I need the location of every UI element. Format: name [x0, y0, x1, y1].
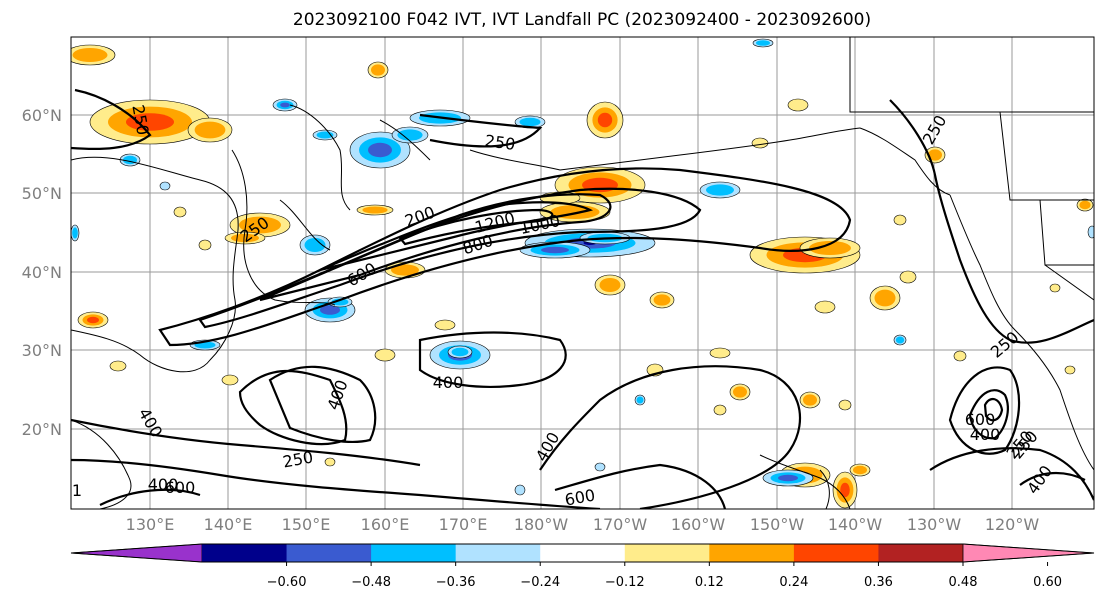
- contour-label: 1: [72, 481, 82, 500]
- lon-tick-label: 140°E: [204, 515, 253, 534]
- colorbar-tick-label: 0.60: [1033, 575, 1062, 590]
- colorbar-tick-label: 0.24: [779, 575, 808, 590]
- colorbar-tick-label: −0.60: [267, 575, 307, 590]
- lat-tick-label: 50°N: [22, 184, 62, 203]
- longitude-ticks: 130°E 140°E 150°E 160°E 170°E 180°W 170°W 160°W…: [126, 515, 1040, 534]
- colorbar-segment: [371, 544, 457, 562]
- colorbar-segment: [624, 544, 710, 562]
- colorbar: [70, 543, 1095, 563]
- lon-tick-label: 140°W: [828, 515, 883, 534]
- contour-label: 600: [165, 478, 196, 497]
- contour-label: 400: [433, 373, 464, 392]
- figure-title: 2023092100 F042 IVT, IVT Landfall PC (20…: [293, 10, 871, 30]
- contour-label: 400: [970, 425, 1001, 444]
- pc-shading: [71, 38, 1094, 509]
- coastlines: [71, 37, 1094, 509]
- lat-tick-label: 20°N: [22, 420, 62, 439]
- lon-tick-label: 120°W: [985, 515, 1040, 534]
- lat-tick-label: 40°N: [22, 263, 62, 282]
- colorbar-tick-label: −0.48: [351, 575, 391, 590]
- colorbar-segment: [878, 544, 964, 562]
- colorbar-tick-label: 0.12: [695, 575, 724, 590]
- latitude-ticks: 60°N 50°N 40°N 30°N 20°N: [22, 106, 62, 439]
- lon-tick-label: 150°E: [282, 515, 331, 534]
- contour-label: 600: [563, 485, 596, 509]
- map-frame: [70, 36, 1095, 510]
- colorbar-segment: [202, 544, 288, 562]
- lon-tick-label: 130°W: [907, 515, 962, 534]
- contour-label: 400: [148, 475, 179, 494]
- lat-tick-label: 30°N: [22, 341, 62, 360]
- colorbar-ticks: −0.60 −0.48 −0.36 −0.24 −0.12 0.12 0.24 0.36 0.4…: [267, 562, 1062, 590]
- lon-tick-label: 160°E: [361, 515, 410, 534]
- lon-tick-label: 160°W: [671, 515, 726, 534]
- lon-tick-label: 170°W: [593, 515, 648, 534]
- colorbar-tick-label: 0.48: [949, 575, 978, 590]
- lon-tick-label: 130°E: [126, 515, 175, 534]
- lon-tick-label: 150°W: [750, 515, 805, 534]
- colorbar-segment: [709, 544, 795, 562]
- colorbar-segment: [286, 544, 372, 562]
- lat-tick-label: 60°N: [22, 106, 62, 125]
- colorbar-segment: [793, 544, 879, 562]
- colorbar-tick-label: 0.36: [864, 575, 893, 590]
- colorbar-tick-label: −0.12: [605, 575, 645, 590]
- colorbar-max-extend: [962, 543, 1095, 563]
- contour-label: 600: [965, 410, 996, 429]
- colorbar-tick-label: −0.24: [520, 575, 560, 590]
- ivt-contours: [71, 88, 1094, 509]
- colorbar-tick-label: −0.36: [436, 575, 476, 590]
- colorbar-min-extend: [70, 543, 203, 563]
- colorbar-segment: [455, 544, 541, 562]
- lon-tick-label: 170°E: [439, 515, 488, 534]
- colorbar-segment: [540, 544, 626, 562]
- lon-tick-label: 180°W: [514, 515, 569, 534]
- contour-label: 250: [484, 131, 517, 154]
